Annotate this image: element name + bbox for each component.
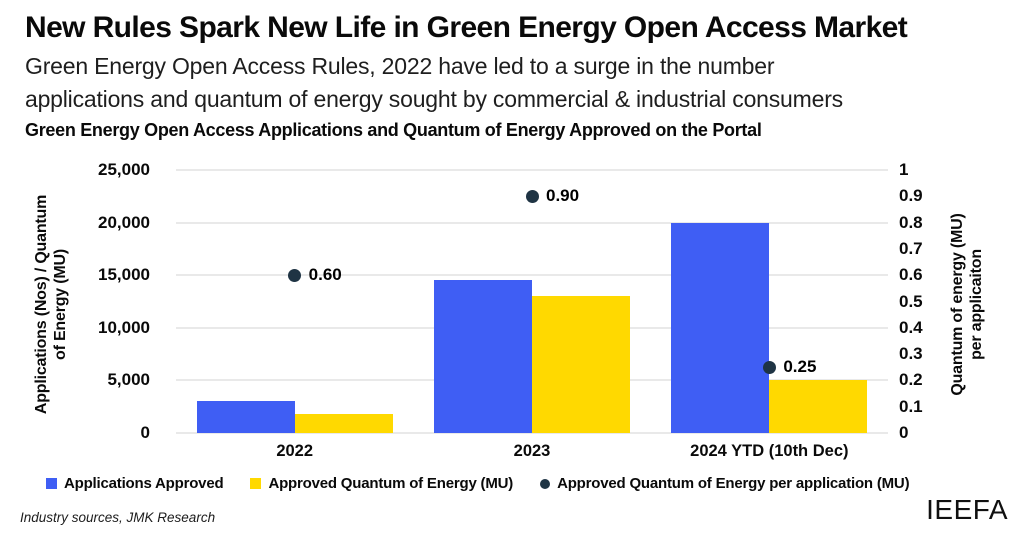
data-point-dot bbox=[525, 189, 539, 203]
legend-label: Applications Approved bbox=[64, 475, 224, 492]
right-axis-tick-label: 0.8 bbox=[899, 212, 923, 232]
x-axis-category-label: 2024 YTD (10th Dec) bbox=[690, 442, 849, 460]
bar-applications bbox=[434, 280, 532, 433]
left-axis-ticks: 25,000 20,000 15,000 10,000 5,000 0 bbox=[60, 160, 150, 442]
legend-swatch-dark-dot-icon bbox=[540, 478, 551, 489]
left-axis-title-line-1: Applications (Nos) / Quantum bbox=[33, 194, 50, 415]
subtitle-line-2: applications and quantum of energy sough… bbox=[25, 86, 843, 112]
legend-swatch-blue-square-icon bbox=[46, 478, 57, 489]
right-axis-tick-label: 0 bbox=[899, 423, 909, 442]
legend-item-applications-approved: Applications Approved bbox=[46, 475, 224, 492]
plot-area: 0.60 0.90 0.25 bbox=[176, 169, 888, 434]
right-axis-tick-label: 0.2 bbox=[899, 370, 923, 390]
gridline bbox=[176, 274, 888, 277]
source-note: Industry sources, JMK Research bbox=[20, 510, 216, 525]
legend-label: Approved Quantum of Energy (MU) bbox=[268, 475, 514, 492]
right-axis-tick-label: 0.6 bbox=[899, 265, 923, 285]
bar-quantum bbox=[294, 414, 393, 433]
chart-title: Green Energy Open Access Applications an… bbox=[25, 120, 762, 140]
left-axis-tick-label: 0 bbox=[140, 423, 150, 442]
right-axis-tick-label: 0.7 bbox=[899, 238, 923, 258]
right-axis-title-line-2: per applicaiton bbox=[968, 249, 985, 360]
right-axis-ticks: 1 0.9 0.8 0.7 0.6 0.5 0.4 0.3 0.2 0.1 0 bbox=[899, 160, 954, 442]
left-axis-tick-label: 5,000 bbox=[107, 370, 150, 390]
left-axis-tick-label: 20,000 bbox=[98, 212, 150, 232]
right-axis-tick-label: 0.1 bbox=[899, 396, 923, 416]
ieefa-logo: IEEFA bbox=[926, 494, 1008, 525]
bar-quantum bbox=[532, 296, 630, 433]
gridline bbox=[176, 221, 888, 224]
right-axis-tick-label: 0.3 bbox=[899, 344, 923, 364]
x-axis-category-label: 2022 bbox=[276, 442, 314, 460]
legend-item-quantum-per-application: Approved Quantum of Energy per applicati… bbox=[540, 475, 910, 492]
subtitle-line-1: Green Energy Open Access Rules, 2022 hav… bbox=[25, 53, 775, 79]
left-axis-tick-label: 10,000 bbox=[98, 317, 150, 337]
gridline bbox=[176, 432, 888, 434]
data-point-dot bbox=[762, 360, 776, 374]
right-axis-tick-label: 0.5 bbox=[899, 291, 923, 311]
x-axis-labels: 2022 2023 2024 YTD (10th Dec) bbox=[176, 442, 888, 464]
gridline bbox=[176, 169, 888, 171]
bar-quantum bbox=[769, 380, 868, 433]
page-title: New Rules Spark New Life in Green Energy… bbox=[25, 11, 908, 44]
page-subtitle: Green Energy Open Access Rules, 2022 hav… bbox=[25, 50, 985, 116]
x-axis-category-label: 2023 bbox=[513, 442, 551, 460]
bar-applications bbox=[196, 401, 295, 433]
right-axis-tick-label: 0.4 bbox=[899, 317, 923, 337]
left-axis-tick-label: 15,000 bbox=[98, 265, 150, 285]
legend-swatch-yellow-square-icon bbox=[250, 478, 262, 489]
right-axis-tick-label: 1 bbox=[899, 160, 909, 179]
data-point-label: 0.90 bbox=[546, 186, 580, 206]
data-point-label: 0.25 bbox=[783, 357, 817, 377]
left-axis-tick-label: 25,000 bbox=[98, 160, 150, 179]
legend-item-approved-quantum: Approved Quantum of Energy (MU) bbox=[250, 475, 513, 492]
legend-label: Approved Quantum of Energy per applicati… bbox=[557, 475, 910, 492]
right-axis-tick-label: 0.9 bbox=[899, 186, 923, 206]
data-point-label: 0.60 bbox=[308, 265, 342, 285]
chart-legend: Applications Approved Approved Quantum o… bbox=[46, 475, 1024, 492]
bar-applications bbox=[671, 222, 770, 433]
data-point-dot bbox=[288, 268, 302, 282]
